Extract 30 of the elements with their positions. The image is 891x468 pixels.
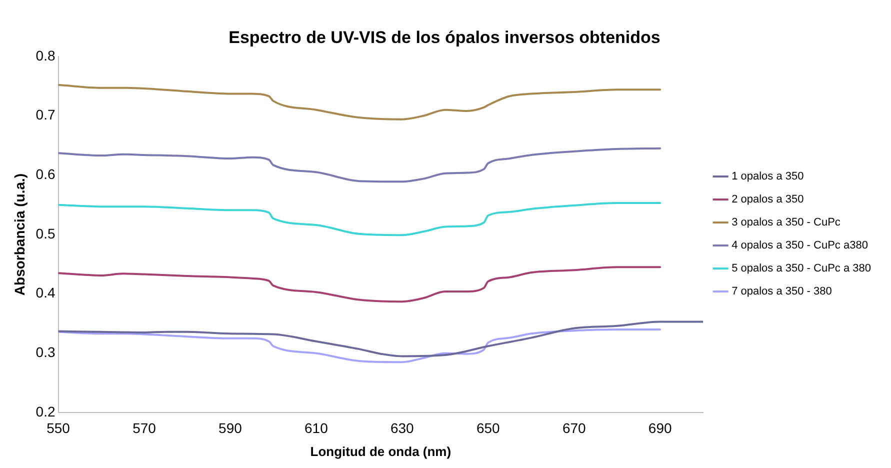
line-series <box>58 266 662 303</box>
legend-label: 5 opalos a 350 - CuPc a 380 <box>732 262 872 275</box>
line-series <box>58 202 662 236</box>
x-tick-label: 570 <box>132 420 156 436</box>
x-tick-label: 690 <box>648 420 672 436</box>
legend-label: 1 opalos a 350 <box>732 170 804 183</box>
line-series <box>58 328 662 364</box>
x-tick-label: 630 <box>390 420 414 436</box>
line-series <box>58 84 662 120</box>
x-tick-label: 650 <box>476 420 500 436</box>
y-tick-label: 0.7 <box>36 106 56 123</box>
x-tick-label: 550 <box>46 420 70 436</box>
line-series <box>58 147 662 183</box>
legend-label: 3 opalos a 350 - CuPc <box>732 216 841 229</box>
y-tick-label: 0.6 <box>36 166 56 182</box>
legend-label: 7 opalos a 350 - 380 <box>732 286 832 298</box>
x-tick-label: 610 <box>304 420 328 436</box>
x-axis-title: Longitud de onda (nm) <box>310 444 452 459</box>
line-series <box>58 320 704 358</box>
y-tick-label: 0.2 <box>36 403 56 420</box>
y-tick-label: 0.8 <box>36 47 56 64</box>
x-tick-label: 670 <box>562 420 586 436</box>
y-axis-title: Absorbancia (u.a.) <box>11 173 28 296</box>
y-tick-label: 0.3 <box>36 344 56 360</box>
x-tick-label: 590 <box>218 420 242 436</box>
y-tick-label: 0.5 <box>36 225 56 242</box>
legend-label: 4 opalos a 350 - CuPc a380 <box>732 240 868 252</box>
chart-title: Espectro de UV-VIS de los ópalos inversos obtenidos <box>228 28 660 47</box>
y-tick-label: 0.4 <box>36 284 56 301</box>
legend-label: 2 opalos a 350 <box>732 194 804 206</box>
